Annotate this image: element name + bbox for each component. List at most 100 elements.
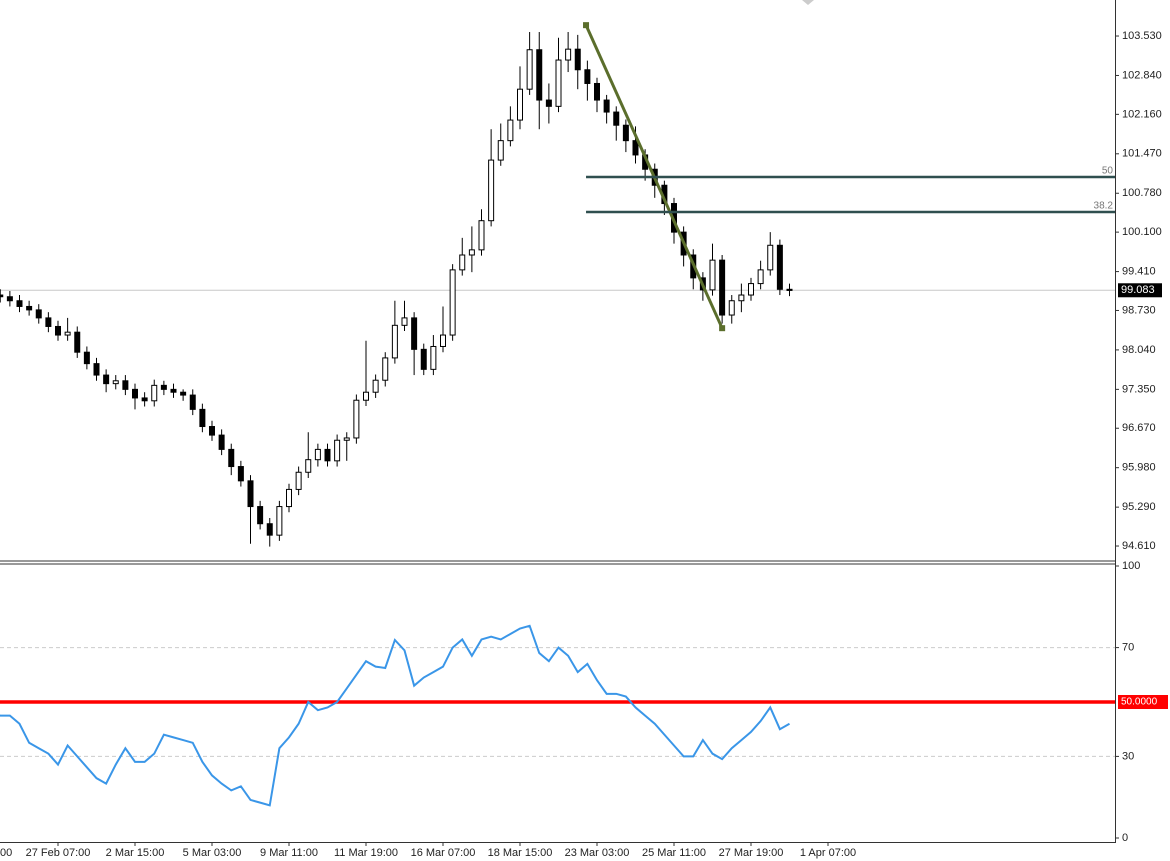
candle-body	[64, 331, 71, 336]
candle-body	[353, 399, 360, 439]
candle-body	[324, 448, 331, 462]
candle-body	[209, 426, 215, 436]
indicator-line	[0, 624, 790, 807]
candle-body	[334, 439, 341, 462]
candle-body	[603, 99, 610, 113]
candle-body	[719, 259, 726, 316]
y-tick-label: 96.670	[1122, 422, 1156, 434]
candle-body	[584, 69, 591, 84]
y-tick-label: 100.780	[1122, 187, 1162, 199]
candle-body	[786, 288, 793, 291]
candle-body	[517, 88, 523, 121]
candle-body	[430, 345, 437, 370]
candle-body	[382, 357, 389, 381]
candle-body	[180, 391, 187, 396]
candle-body	[35, 309, 42, 319]
candle-body	[151, 384, 158, 402]
candle-body	[757, 269, 764, 285]
candle-body	[536, 49, 543, 101]
candle-body	[526, 49, 533, 90]
trend-handle	[719, 325, 726, 332]
candle-body	[93, 363, 100, 376]
y-tick-label: 0	[1122, 832, 1128, 844]
y-tick-label: 100	[1122, 560, 1140, 572]
x-tick-label: 5 Mar 03:00	[183, 847, 242, 859]
candle-body	[276, 506, 283, 536]
level-label: 50.0000	[1121, 697, 1158, 708]
candle-body	[709, 259, 716, 291]
candle-body	[228, 448, 235, 468]
y-tick-label: 95.980	[1122, 462, 1156, 474]
x-tick-label: 16 Mar 07:00	[411, 847, 476, 859]
x-tick-label: 11 Mar 19:00	[334, 847, 398, 859]
candle-body	[26, 305, 33, 311]
candle-body	[401, 317, 408, 326]
y-tick-label: 102.840	[1122, 69, 1162, 81]
candle-body	[6, 296, 13, 302]
candle-body	[122, 380, 129, 390]
candle-body	[247, 480, 254, 508]
y-tick-label: 98.040	[1122, 344, 1156, 356]
level-box	[1118, 695, 1168, 709]
candle-body	[776, 244, 783, 290]
marker-icon	[802, 0, 814, 5]
x-tick-label: 18 Mar 15:00	[488, 847, 553, 859]
x-tick-label: 2 Mar 15:00	[106, 847, 165, 859]
candle-body	[83, 351, 90, 365]
candle-body	[545, 99, 552, 107]
candle-body	[343, 437, 350, 441]
candle-body	[189, 394, 196, 410]
candle-body	[286, 488, 292, 508]
x-tick-label: 25 Mar 11:00	[642, 847, 706, 859]
fib-level-label: 50	[1102, 166, 1114, 177]
x-tick-label: 9 Mar 11:00	[260, 847, 318, 859]
candle-body	[218, 434, 225, 450]
candle-body	[363, 391, 369, 401]
fib-level-label: 38.2	[1094, 201, 1114, 212]
trend-handle	[583, 22, 590, 29]
candle-body	[613, 111, 620, 126]
candle-body	[767, 244, 774, 271]
y-tick-label: 102.160	[1122, 108, 1162, 120]
candle-body	[132, 388, 138, 399]
candle-body	[728, 300, 735, 316]
candle-body	[391, 324, 398, 359]
candle-body	[507, 119, 514, 142]
candle-body	[594, 82, 600, 101]
candle-body	[555, 59, 562, 107]
candle-body	[488, 159, 495, 222]
candle-body	[0, 294, 4, 298]
candle-body	[170, 388, 177, 393]
last-price-label: 99.083	[1121, 284, 1155, 296]
candle-body	[497, 140, 504, 161]
x-tick-label: 00	[0, 847, 12, 859]
candle-body	[74, 331, 81, 353]
y-tick-label: 97.350	[1122, 383, 1156, 395]
candle-body	[295, 471, 302, 490]
candle-body	[257, 506, 264, 525]
x-tick-label: 27 Feb 07:00	[26, 847, 91, 859]
candle-body	[103, 374, 110, 385]
candle-body	[372, 379, 379, 393]
candle-body	[478, 220, 485, 251]
candle-body	[738, 294, 745, 302]
candle-body	[411, 317, 418, 350]
candle-body	[112, 380, 119, 385]
y-tick-label: 30	[1122, 750, 1134, 762]
y-tick-label: 70	[1122, 642, 1134, 654]
candle-body	[622, 124, 629, 142]
candle-body	[420, 348, 427, 370]
y-tick-label: 101.470	[1122, 148, 1162, 160]
candle-body	[314, 448, 321, 461]
candle-body	[266, 523, 273, 536]
candle-body	[565, 48, 572, 61]
candle-body	[16, 300, 23, 307]
y-tick-label: 99.410	[1122, 265, 1156, 277]
candle-body	[141, 397, 148, 402]
y-tick-label: 95.290	[1122, 501, 1156, 513]
candle-body	[748, 283, 754, 296]
candle-body	[440, 334, 446, 347]
candle-body	[55, 325, 61, 336]
